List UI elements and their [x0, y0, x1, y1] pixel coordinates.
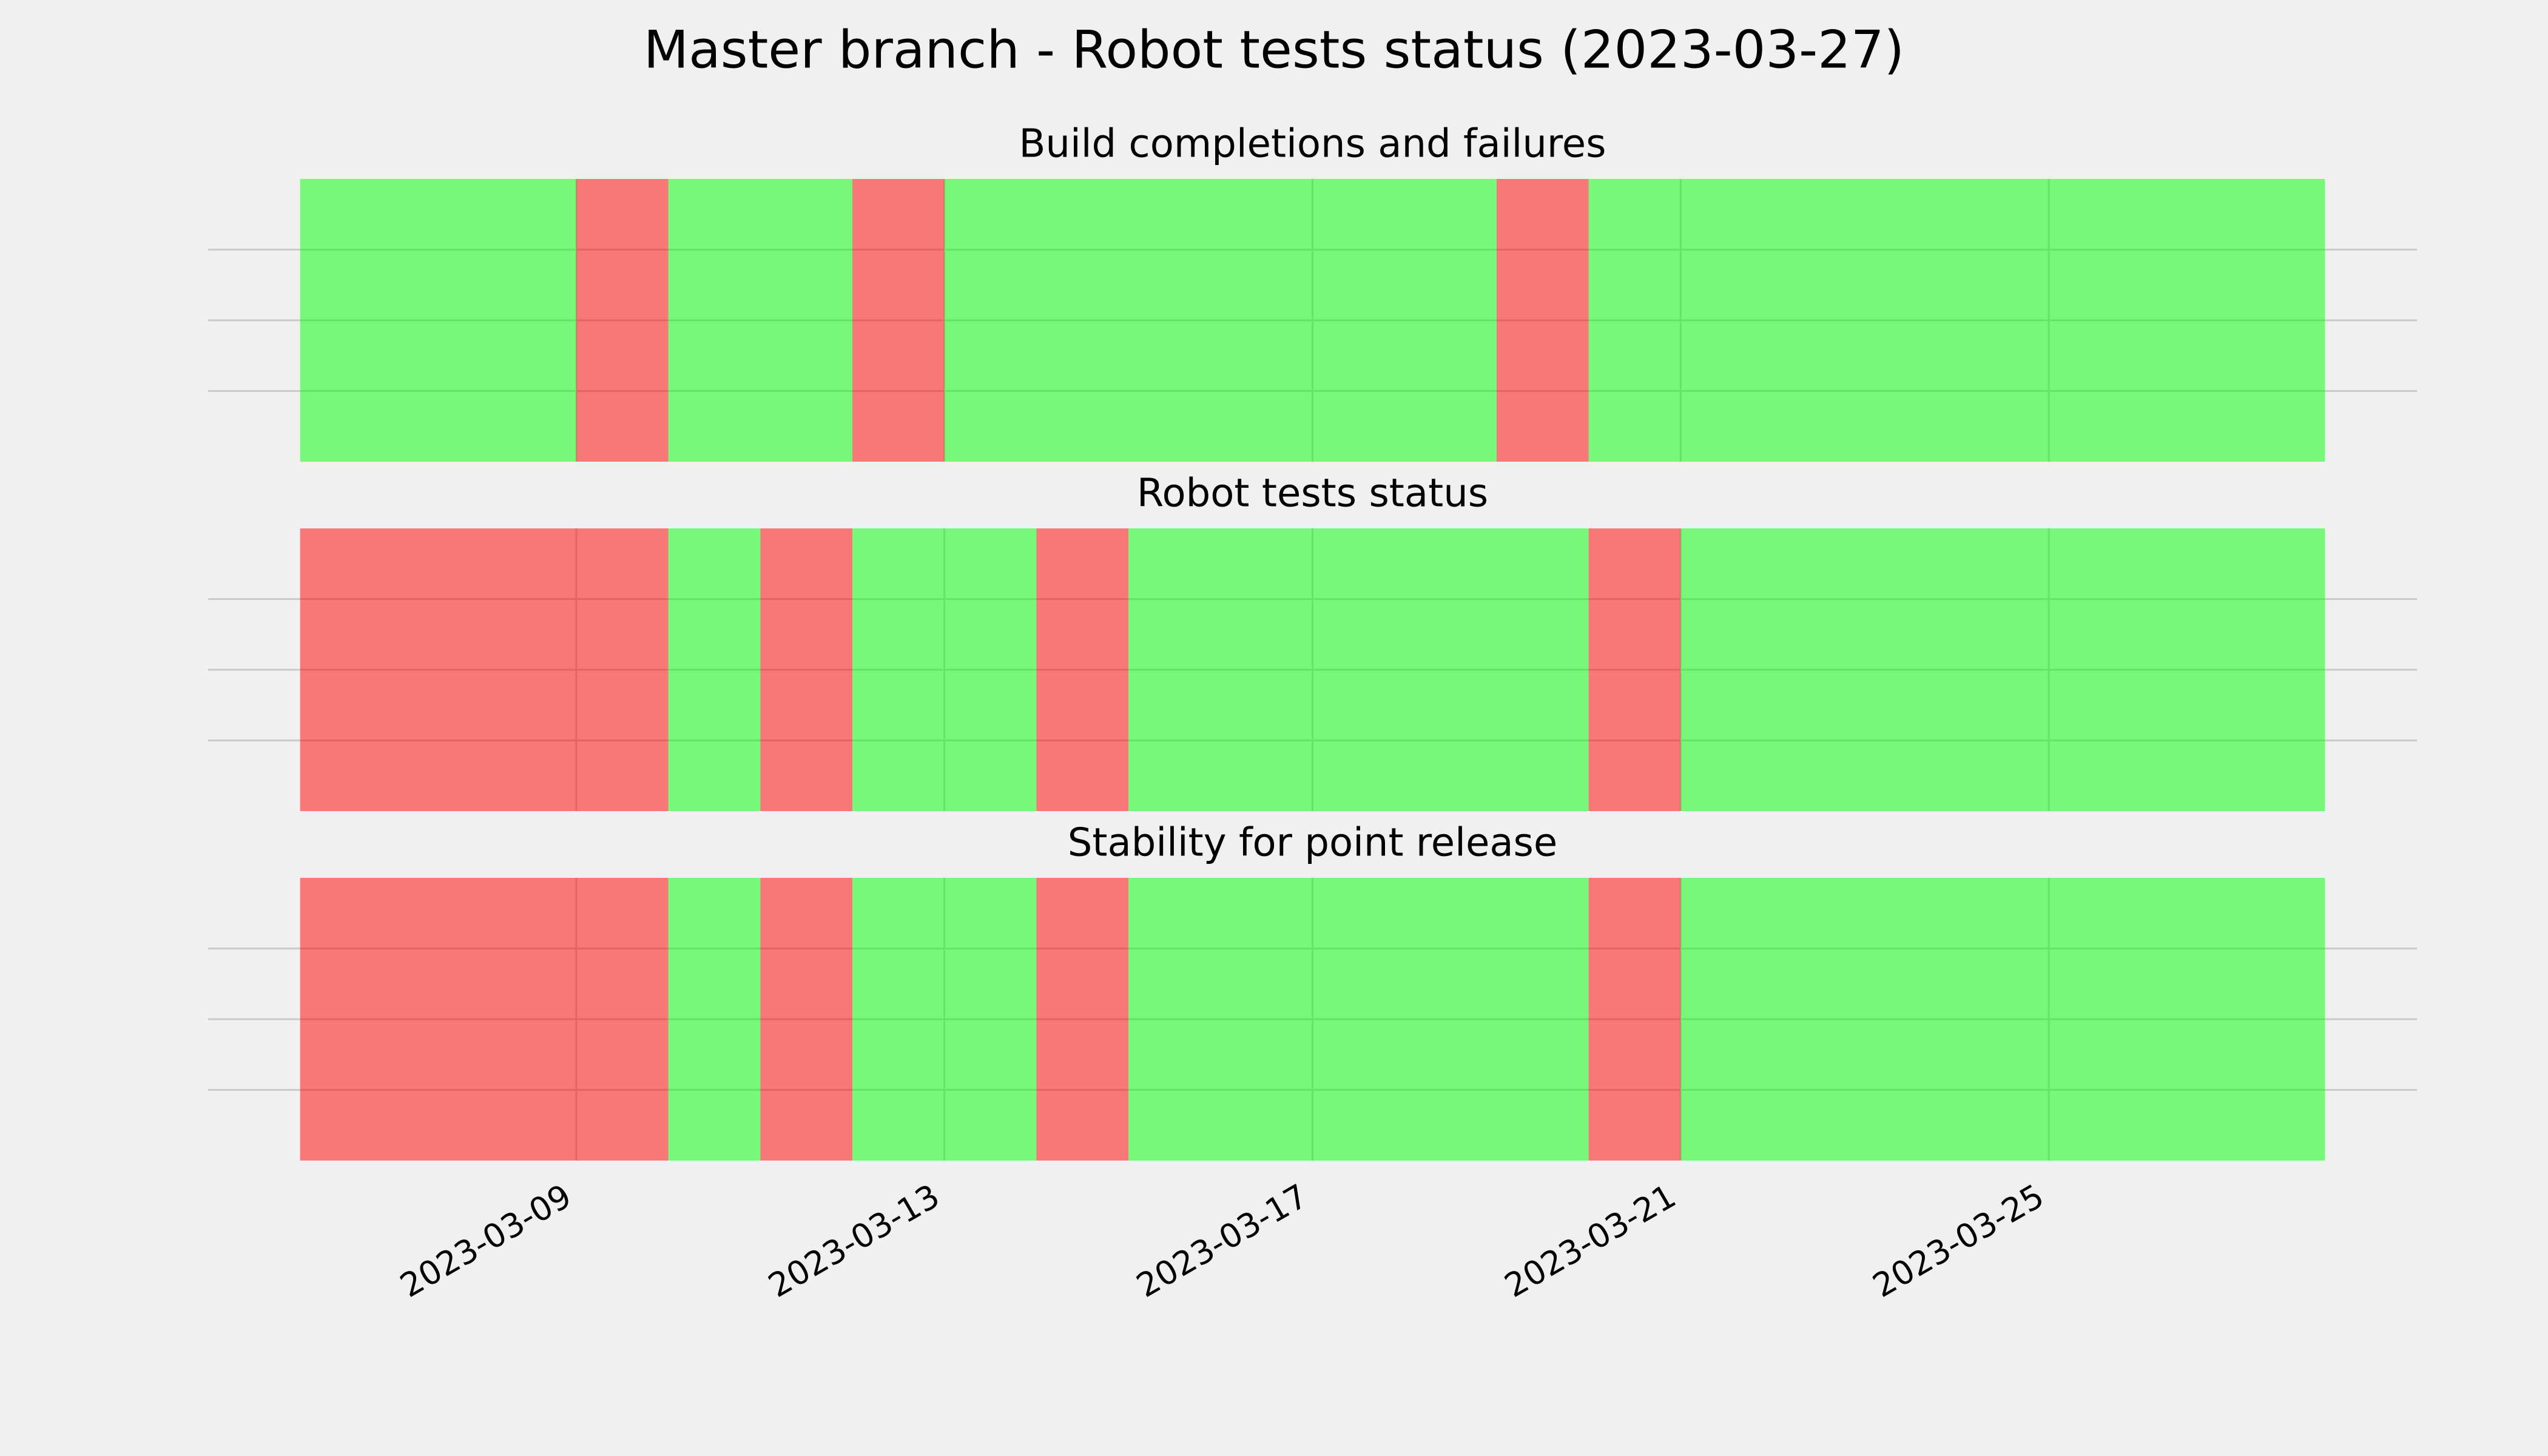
status-span — [852, 528, 1037, 811]
status-span — [760, 878, 852, 1161]
status-span — [1680, 878, 2325, 1161]
status-span — [1588, 179, 2325, 462]
status-span — [576, 179, 669, 462]
status-span — [1588, 528, 1681, 811]
status-span — [300, 179, 576, 462]
status-span — [760, 528, 852, 811]
status-span — [300, 878, 669, 1161]
status-span — [1680, 528, 2325, 811]
status-span — [1128, 878, 1589, 1161]
figure-title: Master branch - Robot tests status (2023… — [644, 19, 1904, 80]
status-span — [1036, 878, 1129, 1161]
status-span — [668, 528, 761, 811]
status-span — [1588, 878, 1681, 1161]
panel-title: Robot tests status — [1137, 471, 1488, 516]
status-span — [1128, 528, 1589, 811]
panel-title: Stability for point release — [1068, 821, 1558, 866]
status-span — [300, 528, 669, 811]
status-span — [852, 878, 1037, 1161]
status-span — [1496, 179, 1589, 462]
status-span — [668, 179, 852, 462]
status-span — [1036, 528, 1129, 811]
status-span — [944, 179, 1497, 462]
status-span — [668, 878, 761, 1161]
panel-title: Build completions and failures — [1019, 122, 1606, 167]
status-span — [852, 179, 945, 462]
